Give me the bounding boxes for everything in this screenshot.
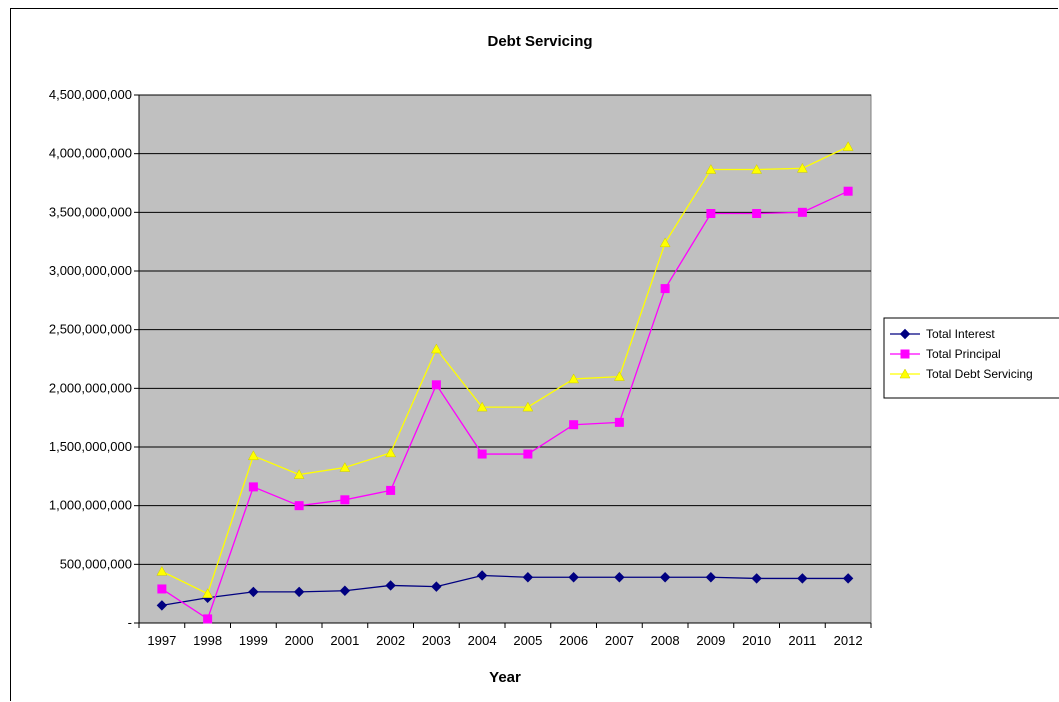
data-point	[339, 462, 351, 472]
x-tick-label: 2007	[605, 633, 634, 648]
legend-marker	[899, 328, 911, 340]
data-point	[476, 401, 488, 412]
data-point	[751, 573, 762, 584]
data-point	[385, 580, 396, 591]
data-point	[339, 585, 351, 596]
data-point	[568, 373, 580, 384]
data-point	[248, 482, 258, 492]
legend-label: Total Debt Servicing	[926, 367, 1033, 381]
x-tick-label: 1999	[239, 633, 268, 648]
data-point	[386, 485, 396, 495]
data-point	[522, 401, 534, 412]
legend-marker	[900, 349, 910, 359]
data-point	[294, 501, 304, 511]
y-tick-label: -	[128, 615, 132, 630]
data-point	[430, 343, 442, 354]
x-tick-label: 2001	[330, 633, 359, 648]
data-point	[431, 380, 441, 390]
data-point	[614, 572, 625, 583]
series-line	[161, 146, 849, 595]
x-tick-label: 2008	[651, 633, 680, 648]
data-point	[522, 572, 534, 583]
y-tick-label: 3,000,000,000	[49, 263, 132, 278]
data-point	[202, 588, 214, 598]
y-tick-label: 4,000,000,000	[49, 146, 132, 161]
legend-box	[883, 317, 1059, 399]
axes: - 500,000,000 1,000,000,000 1,500,000,000 2,…	[49, 87, 872, 648]
chart-title: Debt Servicing	[487, 33, 592, 50]
x-axis-label: Year	[489, 669, 521, 686]
y-tick-label: 1,500,000,000	[49, 439, 132, 454]
x-tick-label: 1998	[193, 633, 222, 648]
x-tick-label: 2011	[788, 633, 816, 648]
data-point	[705, 572, 717, 583]
data-point	[659, 572, 671, 583]
series-total-debt-servicing	[156, 141, 854, 598]
data-point	[293, 469, 305, 479]
series-total-principal	[157, 186, 853, 624]
gridlines	[139, 94, 871, 565]
data-point	[705, 163, 717, 174]
data-point	[569, 420, 579, 430]
data-point	[293, 586, 305, 598]
legend-item: Total Debt Servicing	[890, 367, 1033, 381]
legend-marker	[899, 368, 911, 379]
x-tick-label: 2009	[696, 633, 725, 648]
x-tick-label: 2003	[422, 633, 451, 648]
x-tick-label: 2005	[513, 633, 542, 648]
x-tick-label: 2006	[559, 633, 588, 648]
x-tick-label: 2004	[468, 633, 497, 648]
data-point	[523, 449, 533, 459]
x-tick-label: 1997	[147, 633, 176, 648]
y-tick-label: 2,000,000,000	[49, 380, 132, 395]
data-point	[613, 371, 625, 381]
data-point	[842, 573, 854, 584]
legend-item: Total Interest	[890, 327, 995, 341]
y-tick-label: 2,500,000,000	[49, 322, 132, 337]
data-point	[156, 565, 168, 576]
data-point	[247, 450, 259, 461]
data-point	[477, 449, 487, 459]
data-point	[614, 417, 624, 427]
legend-label: Total Principal	[926, 347, 1001, 361]
plot-area	[138, 94, 872, 624]
data-point	[842, 141, 854, 151]
data-point	[385, 447, 397, 458]
data-point	[751, 163, 763, 174]
y-tick-label: 500,000,000	[60, 556, 132, 571]
series-line	[161, 574, 849, 607]
series-total-interest	[156, 570, 854, 611]
data-point	[843, 186, 853, 196]
y-tick-label: 3,500,000,000	[49, 204, 132, 219]
data-point	[797, 207, 807, 217]
data-point	[706, 209, 716, 219]
data-point	[431, 581, 442, 592]
data-point	[203, 614, 213, 624]
x-tick-label: 2002	[376, 633, 405, 648]
data-point	[659, 237, 671, 248]
y-tick-label: 1,000,000,000	[49, 498, 132, 513]
data-point	[476, 570, 488, 581]
data-point	[752, 209, 762, 219]
data-point	[156, 600, 168, 611]
data-point	[248, 586, 259, 598]
x-tick-label: 2012	[834, 633, 863, 648]
legend: Total Interest Total Principal Total Debt …	[883, 317, 1059, 399]
data-point	[797, 573, 808, 584]
legend-label: Total Interest	[926, 327, 995, 341]
x-tick-label: 2010	[742, 633, 771, 648]
legend-item: Total Principal	[890, 347, 1001, 361]
series-line	[161, 190, 849, 620]
y-tick-label: 4,500,000,000	[49, 87, 132, 102]
data-point	[340, 495, 350, 505]
chart-frame	[10, 8, 1058, 701]
data-point	[568, 572, 579, 583]
data-point	[796, 162, 808, 173]
data-point	[157, 584, 167, 594]
x-tick-label: 2000	[285, 633, 314, 648]
series	[156, 141, 854, 624]
data-point	[660, 284, 670, 294]
